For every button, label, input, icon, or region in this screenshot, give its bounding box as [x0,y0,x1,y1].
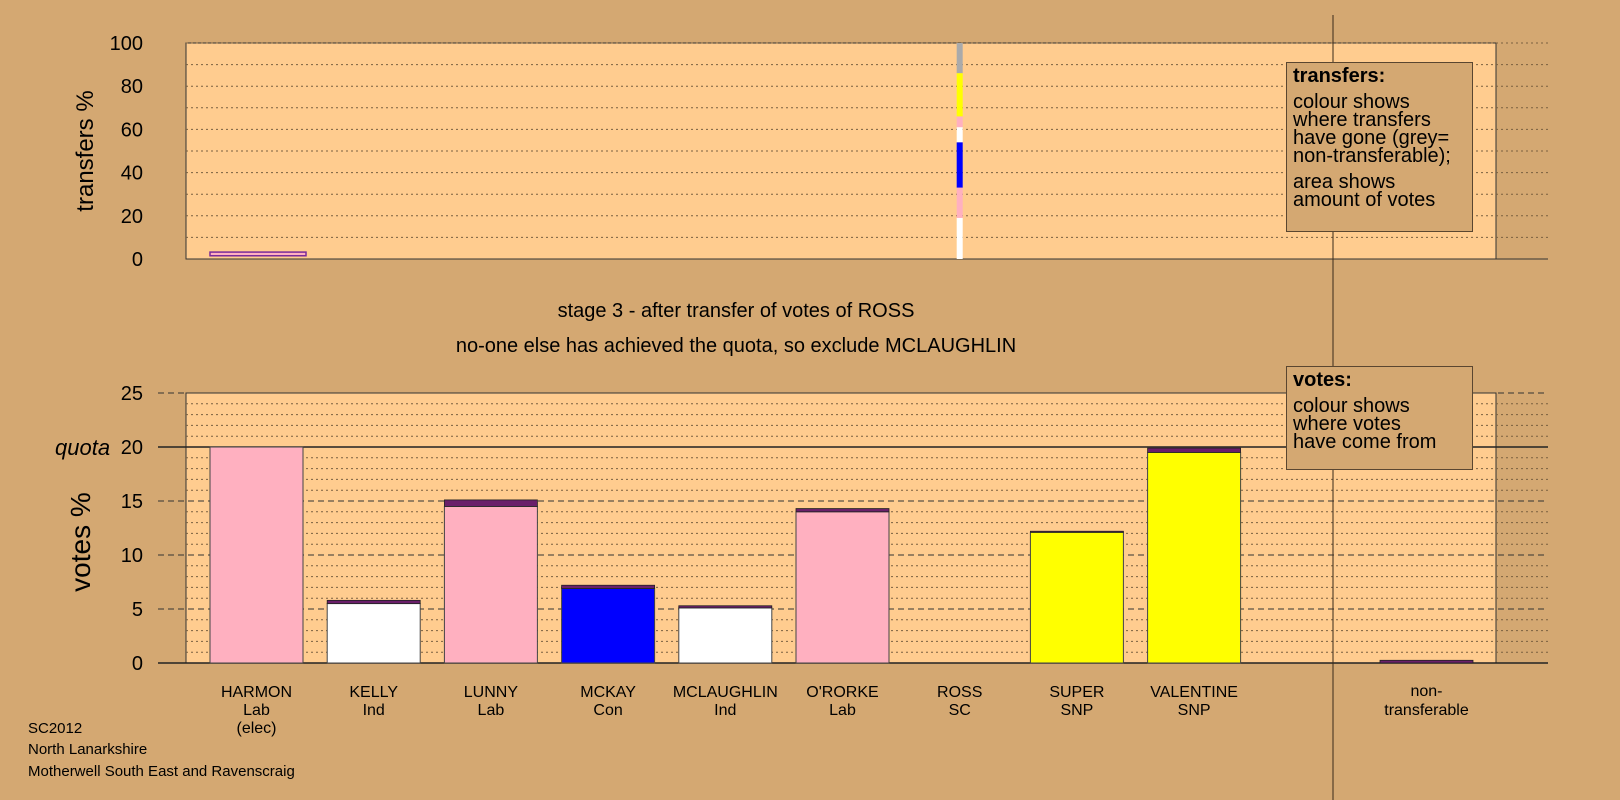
candidate-party-label: SC [949,702,971,719]
candidate-status-label: (elec) [236,720,276,737]
transfer-segment [326,599,421,604]
stage-caption: stage 3 - after transfer of votes of ROS… [557,300,915,322]
transfers-legend-line: where transfers [1293,109,1431,131]
candidate-party-label: Lab [829,702,856,719]
vote-bar-ororke [795,511,890,664]
transfer-segment [561,584,655,589]
candidate-name-label: KELLY [349,684,398,701]
transfers-axis-label: transfers % [72,90,99,211]
quota-label: quota [55,435,110,460]
vote-bar-mckay [561,587,656,664]
transfers-legend-line: area shows [1293,171,1396,193]
votes-legend: votes: colour shows where votes have com… [1286,366,1473,470]
vote-bar-valentine [1147,451,1242,664]
votes-tick-label: 0 [132,653,143,675]
nontransferable-bar [1379,659,1474,664]
transfers-tick-label: 100 [110,33,143,55]
transfer-segment [1030,530,1124,533]
transfers-legend-line: colour shows [1293,91,1410,113]
exclude-caption: no-one else has achieved the quota, so e… [455,335,1017,357]
nontransferable-label: transferable [1384,702,1469,719]
votes-tick-label: 5 [132,599,143,621]
transfers-tick-label: 60 [121,119,143,141]
candidate-party-label: Lab [478,702,505,719]
transfers-legend-title: transfers: [1293,65,1386,87]
transfer-column-segment [956,127,963,143]
candidate-party-label: SNP [1060,702,1093,719]
transfer-column-segment [956,142,963,188]
footer-ward: Motherwell South East and Ravenscraig [28,763,295,780]
transfer-marker-harmon [209,251,307,257]
transfer-column-segment [956,73,963,117]
transfers-tick-label: 0 [132,249,143,271]
transfer-column-segment [956,217,963,259]
nontransferable-label: non- [1410,683,1442,700]
transfer-column-segment [956,187,963,218]
transfer-column-segment [956,43,963,74]
candidate-party-label: Ind [714,702,736,719]
footer-council: North Lanarkshire [28,741,148,758]
candidate-party-label: Lab [243,702,270,719]
candidate-name-label: MCKAY [580,684,636,701]
vote-bar-mclaughlin [678,607,773,664]
vote-bar-harmon [209,446,304,664]
vote-bar-super [1029,531,1124,664]
vote-bar-lunny [443,505,538,664]
transfer-column-segment [956,116,963,128]
transfers-legend-line: non-transferable); [1293,145,1451,167]
candidate-name-label: MCLAUGHLIN [673,684,778,701]
transfer-segment [678,605,773,609]
candidate-party-label: Ind [363,702,385,719]
footer-year: SC2012 [28,720,83,737]
candidate-name-label: ROSS [937,684,982,701]
candidate-name-label: VALENTINE [1150,684,1238,701]
candidate-party-label: SNP [1178,702,1211,719]
votes-tick-label: 15 [121,491,143,513]
candidate-party-label: Con [593,702,622,719]
transfers-tick-label: 80 [121,76,143,98]
transfers-tick-label: 40 [121,163,143,185]
votes-axis-label: votes % [65,492,96,592]
votes-legend-title: votes: [1293,369,1352,391]
transfer-segment [443,499,538,507]
candidate-name-label: HARMON [221,684,292,701]
votes-legend-line: have come from [1293,431,1437,453]
transfers-legend: transfers: colour shows where transfers … [1286,62,1473,232]
votes-tick-label: 20 [121,437,143,459]
votes-tick-label: 10 [121,545,143,567]
votes-legend-line: where votes [1293,413,1401,435]
votes-tick-label: 25 [121,383,143,405]
candidate-name-label: SUPER [1049,684,1104,701]
transfer-segment [795,508,890,513]
transfers-legend-line: have gone (grey= [1293,127,1450,149]
candidate-name-label: LUNNY [464,684,519,701]
vote-bar-kelly [326,603,421,664]
transfers-legend-line: amount of votes [1293,189,1436,211]
transfer-segment [1147,447,1241,453]
votes-legend-line: colour shows [1293,395,1410,417]
candidate-name-label: O'RORKE [806,684,878,701]
transfers-tick-label: 20 [121,206,143,228]
